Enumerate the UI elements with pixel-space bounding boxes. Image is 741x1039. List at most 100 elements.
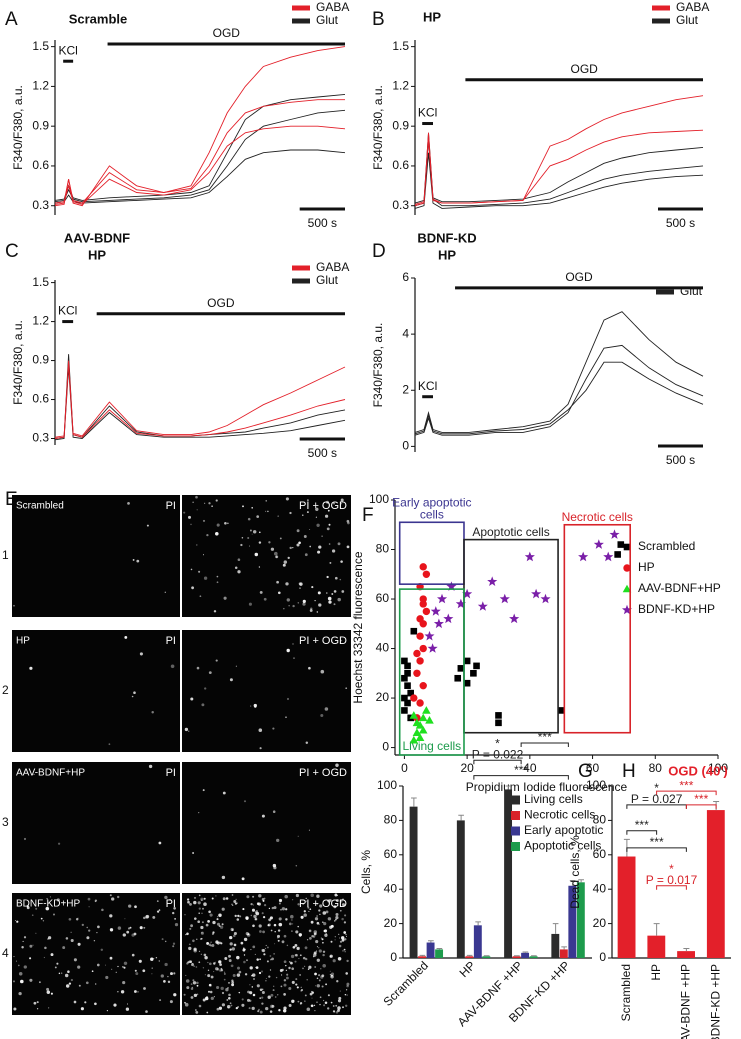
- cell-dot: [299, 1001, 303, 1005]
- marker: [617, 541, 625, 548]
- cell-dot: [285, 918, 288, 921]
- cell-dot: [294, 954, 297, 957]
- marker: [463, 679, 471, 687]
- cell-dot: [62, 946, 66, 950]
- error-bar: [578, 879, 584, 883]
- cell-dot: [266, 946, 269, 949]
- cell-dot: [189, 960, 193, 964]
- cell-dot: [105, 975, 109, 980]
- x-tick-label: 0: [401, 761, 408, 775]
- cell-dot: [151, 710, 154, 714]
- cell-dot: [94, 901, 96, 903]
- legend-label: Glut: [676, 13, 699, 27]
- marker: [524, 551, 535, 562]
- error-bar: [411, 797, 417, 807]
- cell-dot: [318, 603, 322, 607]
- cell-dot: [299, 954, 302, 957]
- cell-dot: [281, 907, 286, 911]
- cell-dot: [229, 948, 232, 951]
- significance-label: ***: [694, 792, 708, 806]
- trace: [54, 360, 346, 438]
- cell-dot: [208, 983, 212, 987]
- marker: [446, 581, 457, 591]
- cell-dot: [292, 643, 294, 645]
- cell-dot: [169, 1000, 173, 1004]
- cell-dot: [331, 549, 336, 553]
- cell-dot: [134, 905, 137, 909]
- cell-dot: [299, 587, 301, 589]
- cell-dot: [299, 1003, 302, 1005]
- cell-dot: [280, 985, 283, 988]
- cell-dot: [204, 955, 208, 960]
- cell-dot: [220, 967, 223, 970]
- cell-dot: [228, 954, 231, 958]
- legend-label: HP: [638, 560, 655, 574]
- cell-dot: [273, 985, 275, 987]
- cell-dot: [54, 966, 57, 969]
- cell-dot: [158, 909, 161, 911]
- gate-label: Living cells: [402, 739, 461, 753]
- cell-dot: [35, 907, 38, 910]
- y-axis-label: Dead cells, %: [568, 835, 582, 909]
- cell-dot: [229, 1002, 232, 1005]
- cell-dot: [164, 895, 168, 900]
- marker: [473, 662, 480, 670]
- panel-letter: G: [578, 761, 593, 782]
- cell-dot: [205, 923, 209, 927]
- marker: [415, 733, 425, 741]
- cell-dot: [255, 911, 260, 916]
- cell-dot: [211, 932, 214, 936]
- cell-dot: [216, 918, 219, 921]
- cell-dot: [193, 900, 197, 905]
- cell-dot: [314, 972, 317, 976]
- cell-dot: [46, 987, 50, 991]
- cell-dot: [293, 1000, 295, 1002]
- trace: [54, 366, 346, 441]
- cell-dot: [207, 969, 210, 972]
- cell-dot: [255, 911, 257, 913]
- cell-dot: [216, 1007, 220, 1011]
- cell-dot: [183, 993, 186, 996]
- cell-dot: [283, 993, 286, 996]
- legend-label: BDNF-KD+HP: [638, 602, 715, 616]
- cell-dot: [73, 958, 77, 962]
- cell-dot: [237, 966, 240, 970]
- bar: [521, 952, 530, 958]
- cell-dot: [262, 915, 266, 919]
- cell-dot: [317, 550, 321, 554]
- bar: [647, 935, 666, 958]
- marker: [410, 627, 418, 635]
- cell-dot: [172, 942, 176, 945]
- cell-dot: [188, 946, 192, 951]
- cell-dot: [189, 903, 192, 906]
- gate: [463, 538, 559, 734]
- cell-dot: [96, 931, 98, 934]
- cell-dot: [233, 943, 237, 947]
- cell-dot: [244, 973, 248, 976]
- marker: [603, 551, 614, 562]
- cell-dot: [263, 953, 266, 956]
- marker: [401, 707, 408, 714]
- cell-dot: [326, 592, 328, 594]
- cell-dot: [126, 930, 130, 934]
- cell-dot: [286, 648, 290, 653]
- y-tick-label: 20: [593, 916, 607, 930]
- cell-dot: [113, 1003, 117, 1007]
- cell-dot: [322, 911, 327, 915]
- cell-dot: [198, 1004, 202, 1008]
- cell-dot: [320, 669, 325, 674]
- cell-dot: [209, 990, 213, 994]
- cell-dot: [13, 604, 15, 607]
- cell-dot: [190, 924, 194, 928]
- marker: [419, 563, 427, 571]
- y-tick-label: 0: [599, 950, 606, 964]
- micrograph: [12, 495, 180, 617]
- cell-dot: [202, 789, 205, 792]
- cell-dot: [261, 814, 265, 818]
- cell-dot: [337, 597, 341, 602]
- y-tick-label: 100: [586, 778, 606, 792]
- cell-dot: [287, 556, 290, 560]
- cell-dot: [196, 938, 198, 940]
- cell-dot: [285, 582, 289, 586]
- significance-bracket: [520, 742, 569, 747]
